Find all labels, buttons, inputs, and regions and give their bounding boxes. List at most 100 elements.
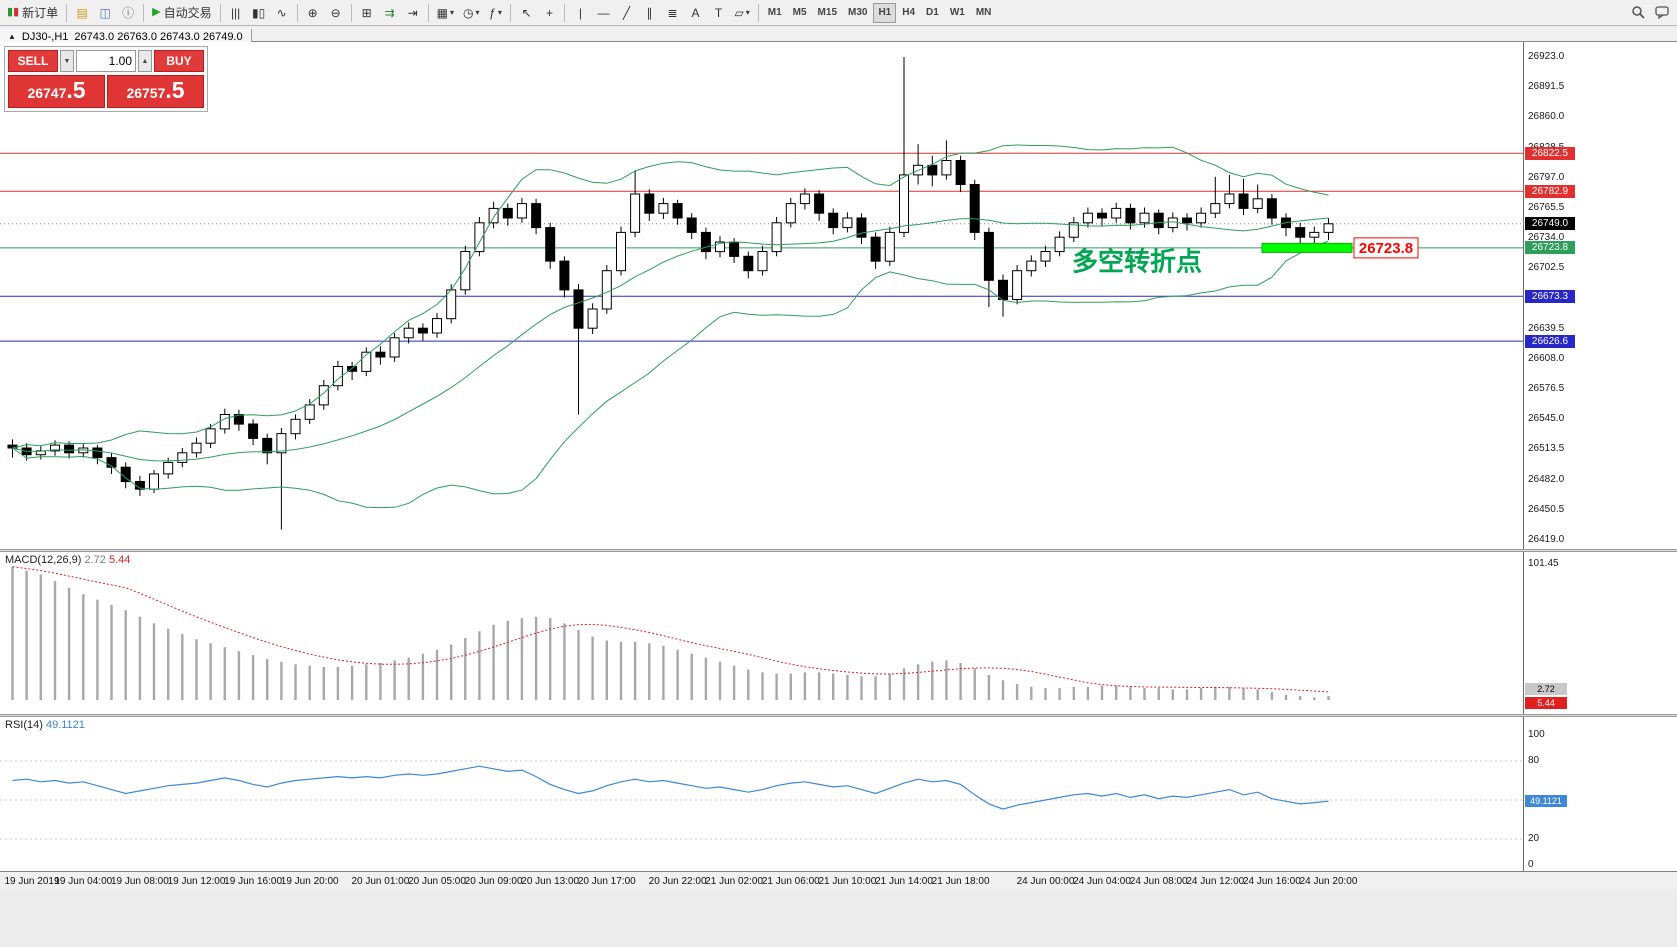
price-tick: 26923.0 bbox=[1528, 51, 1565, 62]
price-tick: 26891.5 bbox=[1528, 81, 1565, 93]
macd-value-tag: 2.72 bbox=[1525, 683, 1567, 695]
buy-price: 26757 bbox=[126, 85, 166, 101]
bar-chart-icon-button[interactable]: ||| bbox=[225, 2, 247, 23]
note-annotation[interactable]: 多空转折点 bbox=[1072, 247, 1202, 277]
cursor-button[interactable]: ↖ bbox=[515, 2, 537, 23]
horizontal-line-button[interactable]: — bbox=[592, 2, 614, 23]
toolbar-separator bbox=[564, 3, 566, 22]
autotrading-button[interactable]: ▶ 自动交易 bbox=[148, 2, 215, 23]
chart-ohlc-values: 26743.0 26763.0 26743.0 26749.0 bbox=[74, 30, 243, 43]
time-label: 20 Jun 01:00 bbox=[351, 876, 410, 887]
zoom-out-button[interactable]: ⊖ bbox=[325, 2, 347, 23]
timeframe-m5[interactable]: M5 bbox=[788, 3, 812, 23]
timeframe-h4[interactable]: H4 bbox=[897, 3, 920, 23]
timeframe-d1[interactable]: D1 bbox=[921, 3, 944, 23]
time-label: 24 Jun 00:00 bbox=[1016, 876, 1075, 887]
dropdown-caret-icon: ▾ bbox=[497, 8, 502, 17]
time-label: 24 Jun 12:00 bbox=[1186, 876, 1245, 887]
highlight-rect[interactable] bbox=[1261, 242, 1353, 253]
info-icon-button[interactable]: ⓘ bbox=[117, 2, 139, 23]
indicators-button[interactable]: ƒ ▾ bbox=[484, 2, 506, 23]
dropdown-caret-icon: ▾ bbox=[475, 8, 480, 17]
timeframe-m30[interactable]: M30 bbox=[843, 3, 872, 23]
period-button[interactable]: ◷ ▾ bbox=[459, 2, 484, 23]
time-label: 19 Jun 2019 bbox=[4, 876, 60, 887]
trendline-button[interactable]: ╱ bbox=[615, 2, 637, 23]
text-button[interactable]: A bbox=[684, 2, 706, 23]
sell-price-button[interactable]: 26747.5 bbox=[8, 75, 105, 108]
chart-shift-button[interactable]: ⇥ bbox=[402, 2, 424, 23]
price-tick: 26734.0 bbox=[1528, 232, 1565, 244]
rsi-axis[interactable]: 100805020049.1121 bbox=[1523, 717, 1677, 871]
rsi-line bbox=[12, 765, 1329, 810]
dropdown-caret-icon: ▾ bbox=[745, 8, 750, 17]
time-label: 20 Jun 13:00 bbox=[521, 876, 580, 887]
macd-axis[interactable]: 101.45 2.72 5.44 bbox=[1523, 552, 1677, 714]
fibonacci-button[interactable]: ≣ bbox=[661, 2, 683, 23]
macd-panel[interactable]: MACD(12,26,9) 2.72 5.44 bbox=[0, 552, 1523, 714]
price-axis[interactable]: 26923.026891.526860.026828.526797.026765… bbox=[1523, 42, 1677, 549]
volume-decrease-button[interactable]: ▼ bbox=[60, 50, 74, 72]
macd-value: 2.72 bbox=[84, 554, 106, 566]
timeframe-h1[interactable]: H1 bbox=[873, 2, 897, 23]
channel-button[interactable]: ∥ bbox=[638, 2, 660, 23]
buy-price-button[interactable]: 26757.5 bbox=[107, 75, 204, 108]
price-tag-text: 26723.8 bbox=[1359, 240, 1413, 257]
price-chart[interactable]: 多空转折点 26723.8 SELL ▼ ▲ BUY 26747.5 26757.… bbox=[0, 42, 1523, 549]
collapse-icon[interactable]: ▲ bbox=[8, 32, 16, 41]
timeframe-m1[interactable]: M1 bbox=[763, 3, 787, 23]
toolbar-separator bbox=[66, 3, 68, 22]
price-badge: 26782.9 bbox=[1525, 184, 1575, 198]
macd-signal-tag: 5.44 bbox=[1525, 697, 1567, 709]
search-icon[interactable] bbox=[1627, 2, 1650, 23]
rsi-panel[interactable]: RSI(14) 49.1121 bbox=[0, 717, 1523, 871]
price-tick: 26608.0 bbox=[1528, 352, 1565, 364]
time-label: 20 Jun 09:00 bbox=[464, 876, 523, 887]
new-order-button[interactable]: ▮ ▮ 新订单 bbox=[3, 2, 62, 23]
time-label: 19 Jun 12:00 bbox=[167, 876, 226, 887]
crosshair-button[interactable]: + bbox=[538, 2, 560, 23]
price-badge: 26626.6 bbox=[1525, 334, 1575, 348]
new-chart-button[interactable]: ▦ ▾ bbox=[433, 2, 458, 23]
timeframe-mn[interactable]: MN bbox=[971, 3, 997, 23]
shapes-button[interactable]: ▱ ▾ bbox=[730, 2, 753, 23]
price-tag-box[interactable] bbox=[1353, 237, 1419, 259]
rsi-label: RSI(14) 49.1121 bbox=[5, 719, 85, 731]
price-badge: 26673.3 bbox=[1525, 289, 1575, 303]
price-tick: 26482.0 bbox=[1528, 473, 1565, 485]
rsi-value: 49.1121 bbox=[45, 719, 85, 731]
candlestick-chart-icon-button[interactable]: ▮▯ bbox=[248, 2, 270, 23]
price-tick: 26545.0 bbox=[1528, 413, 1565, 425]
macd-histogram bbox=[11, 566, 1330, 700]
chat-icon[interactable] bbox=[1651, 2, 1674, 23]
volume-increase-button[interactable]: ▲ bbox=[138, 50, 152, 72]
time-axis[interactable]: 19 Jun 2019 19 Jun 04:00 19 Jun 08:00 19 Ju… bbox=[0, 871, 1677, 891]
price-tick: 26576.5 bbox=[1528, 383, 1565, 395]
charts-icon-button[interactable]: ▤ bbox=[71, 2, 93, 23]
panel-splitter[interactable] bbox=[0, 714, 1677, 717]
buy-button[interactable]: BUY bbox=[154, 50, 204, 72]
bollinger-lower-band bbox=[12, 240, 1329, 509]
panel-splitter[interactable] bbox=[0, 549, 1677, 552]
timeframe-m15[interactable]: M15 bbox=[813, 3, 842, 23]
chart-symbol: DJ30-,H1 bbox=[21, 30, 69, 43]
profile-icon-button[interactable]: ◫ bbox=[94, 2, 116, 23]
macd-canvas bbox=[11, 566, 1330, 700]
time-label: 21 Jun 14:00 bbox=[875, 876, 933, 887]
line-chart-icon-button[interactable]: ∿ bbox=[271, 2, 293, 23]
time-label: 21 Jun 06:00 bbox=[761, 876, 820, 887]
timeframe-w1[interactable]: W1 bbox=[945, 3, 970, 23]
text-label-button[interactable]: T bbox=[707, 2, 729, 23]
price-tick: 26419.0 bbox=[1528, 534, 1565, 545]
sell-button[interactable]: SELL bbox=[8, 50, 58, 72]
time-label: 20 Jun 17:00 bbox=[577, 876, 636, 887]
toolbar-separator bbox=[296, 3, 298, 22]
tile-windows-button[interactable]: ⊞ bbox=[356, 2, 378, 23]
vertical-line-button[interactable]: | bbox=[569, 2, 591, 23]
dropdown-caret-icon: ▾ bbox=[449, 8, 454, 17]
auto-scroll-button[interactable]: ⇉ bbox=[379, 2, 401, 23]
volume-input[interactable] bbox=[76, 50, 136, 72]
chart-tab[interactable]: ▲ DJ30-,H1 26743.0 26763.0 26743.0 26749… bbox=[0, 29, 252, 44]
zoom-in-button[interactable]: ⊕ bbox=[302, 2, 324, 23]
